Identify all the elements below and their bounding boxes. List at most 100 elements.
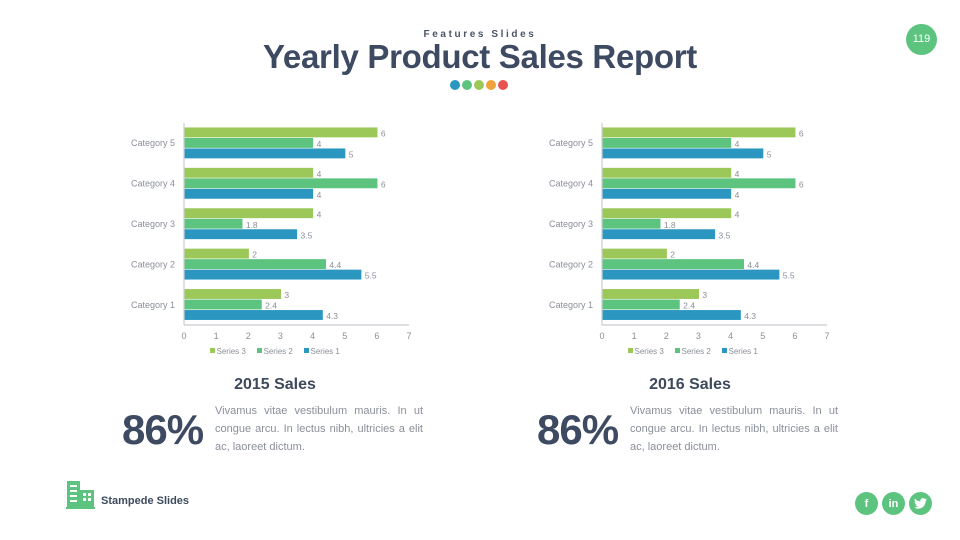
data-label: 2.4: [683, 301, 695, 311]
bar-series-3: [184, 208, 314, 219]
bar-series-2: [602, 137, 732, 148]
data-label: 6: [381, 179, 386, 189]
bar-series-1: [184, 269, 362, 280]
category-label: Category 1: [131, 300, 175, 310]
category-label: Category 5: [131, 138, 175, 148]
section-title-2016: 2016 Sales: [649, 376, 731, 393]
data-label: 6: [799, 128, 804, 138]
x-tick-label: 0: [599, 331, 604, 341]
bar-series-2: [184, 259, 327, 270]
legend-swatch: [210, 348, 215, 353]
brand-logo: Stampede Slides: [66, 481, 189, 509]
data-label: 4: [317, 139, 322, 149]
legend-label: Series 2: [682, 347, 712, 356]
bar-series-1: [184, 188, 314, 199]
category-label: Category 5: [549, 138, 593, 148]
bar-series-1: [602, 310, 741, 320]
decoration-dot-green: [462, 80, 472, 90]
category-label: Category 2: [131, 259, 175, 269]
data-label: 1.8: [664, 220, 676, 230]
x-tick-label: 4: [310, 331, 315, 341]
bar-series-2: [184, 137, 314, 148]
bar-series-1: [602, 148, 764, 159]
slide-title: Yearly Product Sales Report: [263, 38, 697, 75]
percent-2016: 86%: [537, 406, 619, 453]
bar-series-3: [184, 289, 282, 299]
bar-series-1: [184, 310, 323, 320]
twitter-icon[interactable]: [909, 492, 932, 515]
page-number-badge: 119: [906, 24, 937, 55]
decoration-dot-lime: [474, 80, 484, 90]
bar-series-3: [602, 167, 732, 178]
legend-label: Series 1: [729, 347, 759, 356]
x-tick-label: 3: [696, 331, 701, 341]
bar-series-1: [602, 188, 732, 199]
data-label: 4: [735, 209, 740, 219]
x-tick-label: 7: [406, 331, 411, 341]
data-label: 5: [767, 149, 772, 159]
decoration-dot-blue: [450, 80, 460, 90]
bar-series-2: [184, 178, 378, 189]
bar-series-1: [184, 148, 346, 159]
legend-label: Series 2: [264, 347, 294, 356]
category-label: Category 2: [549, 259, 593, 269]
category-label: Category 4: [131, 179, 175, 189]
chart-2016-sales: 0 1 2 3 4 5 6 7 Category 1 3 2.4 4.3 Category 2 2 4.4 5…: [549, 123, 830, 356]
brand-name: Stampede Slides: [101, 495, 190, 507]
bar-series-2: [184, 218, 243, 229]
data-label: 4.4: [329, 260, 341, 270]
data-label: 4.4: [747, 260, 759, 270]
title-decoration-dots: [450, 80, 510, 90]
legend-swatch: [304, 348, 309, 353]
bar-series-2: [602, 259, 745, 270]
data-label: 6: [799, 179, 804, 189]
slide-kicker: Features Slides: [423, 29, 537, 40]
bar-series-1: [602, 269, 780, 280]
legend-label: Series 3: [635, 347, 665, 356]
legend-swatch: [628, 348, 633, 353]
data-label: 5.5: [365, 271, 377, 281]
category-label: Category 1: [549, 300, 593, 310]
data-label: 2.4: [265, 301, 277, 311]
decoration-dot-orange: [486, 80, 496, 90]
legend-swatch: [257, 348, 262, 353]
x-tick-label: 2: [246, 331, 251, 341]
data-label: 4: [317, 169, 322, 179]
bar-series-3: [602, 248, 667, 259]
twitter-bird-glyph: [914, 498, 927, 509]
bar-series-3: [602, 127, 796, 138]
data-label: 3: [284, 290, 289, 300]
legend-swatch: [722, 348, 727, 353]
data-label: 4: [317, 209, 322, 219]
linkedin-icon[interactable]: in: [882, 492, 905, 515]
data-label: 4.3: [326, 311, 338, 321]
bar-series-3: [184, 167, 314, 178]
x-tick-label: 2: [664, 331, 669, 341]
x-tick-label: 6: [792, 331, 797, 341]
x-tick-label: 4: [728, 331, 733, 341]
bar-series-1: [184, 229, 298, 240]
bar-series-2: [184, 299, 262, 310]
category-label: Category 3: [549, 219, 593, 229]
section-title-2015: 2015 Sales: [234, 376, 316, 393]
data-label: 4: [317, 190, 322, 200]
category-label: Category 3: [131, 219, 175, 229]
facebook-icon[interactable]: f: [855, 492, 878, 515]
data-label: 4: [735, 190, 740, 200]
building-icon: [66, 481, 95, 509]
bar-series-3: [184, 127, 378, 138]
x-tick-label: 0: [181, 331, 186, 341]
percent-2015: 86%: [122, 406, 204, 453]
bar-series-3: [184, 248, 249, 259]
x-tick-label: 7: [824, 331, 829, 341]
x-tick-label: 1: [214, 331, 219, 341]
chart-2015-sales: 0 1 2 3 4 5 6 7 Category 1 3 2.4 4.3 Category 2 2 4.4 5…: [131, 123, 412, 356]
description-2016: Vivamus vitae vestibulum mauris. In ut c…: [630, 405, 838, 453]
data-label: 4: [735, 169, 740, 179]
data-label: 3.5: [301, 230, 313, 240]
data-label: 1.8: [246, 220, 258, 230]
bar-series-3: [602, 289, 700, 299]
data-label: 3: [702, 290, 707, 300]
x-tick-label: 5: [342, 331, 347, 341]
data-label: 3.5: [719, 230, 731, 240]
